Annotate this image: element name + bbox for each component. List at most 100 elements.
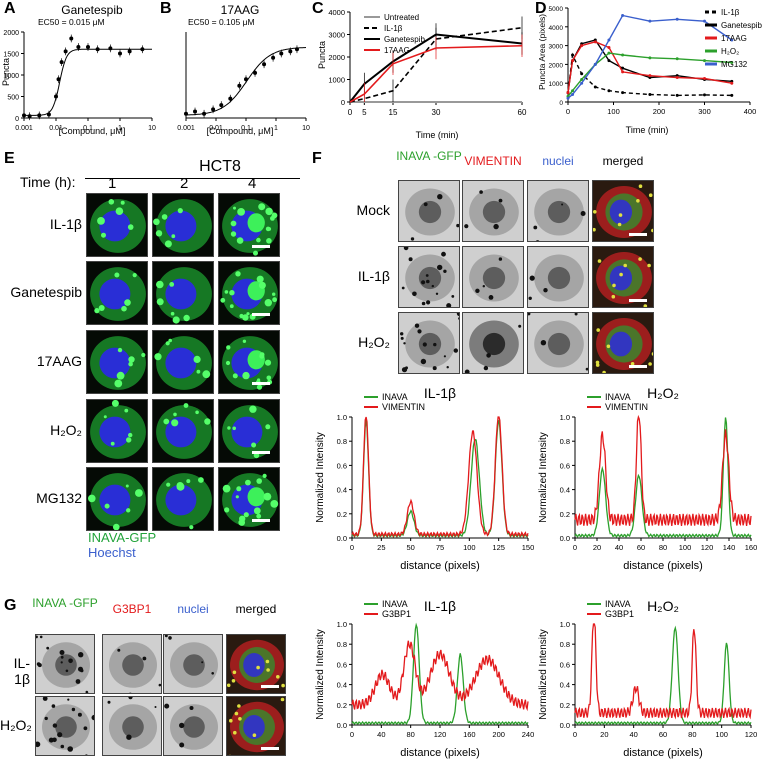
data-point — [593, 85, 597, 89]
y-tick-label: 4000 — [328, 8, 345, 17]
data-point — [675, 57, 679, 61]
x-tick-label: 200 — [653, 107, 666, 116]
panel-letter-f: F — [312, 150, 322, 167]
data-point — [621, 53, 625, 57]
chart-b-ec50: EC50 = 0.105 μM — [188, 17, 255, 27]
chart-a: Ganetespib EC50 = 0.015 μM Puncta [Compo… — [1, 3, 156, 136]
x-tick-label: 5 — [362, 108, 367, 117]
f-row-label: Mock — [356, 202, 390, 218]
e-row-label: Ganetespib — [10, 284, 82, 300]
data-point — [580, 72, 584, 76]
profile-f-h2o2: H₂O₂ Normalized Intensity distance (pixels… — [538, 385, 758, 572]
e-micrograph — [86, 330, 148, 394]
y-tick-label: 3000 — [328, 31, 345, 40]
series-line-4 — [567, 14, 733, 99]
inava-trace — [351, 622, 529, 726]
data-point — [607, 38, 611, 42]
y-tick-label: 0.4 — [337, 486, 347, 495]
y-tick-label: 2000 — [3, 30, 19, 37]
e-micrograph — [218, 261, 280, 325]
x-tick-label: 80 — [659, 543, 667, 552]
y-tick-label: 0.6 — [337, 660, 347, 669]
x-tick-label: 20 — [600, 730, 608, 739]
x-tick-label: 0 — [573, 730, 577, 739]
x-tick-label: 80 — [688, 730, 696, 739]
e-header-line — [85, 178, 300, 179]
partner-trace — [574, 414, 752, 527]
chart-a-xlabel: [Compound, μM] — [59, 126, 126, 136]
y-tick-label: 0.2 — [337, 701, 347, 710]
data-point — [571, 89, 575, 93]
data-point — [580, 81, 584, 85]
x-tick-label: 100 — [463, 543, 476, 552]
chart-d-ylabel: Puncta Area (pixels) — [537, 14, 547, 90]
x-tick-label: 25 — [377, 543, 385, 552]
f-col-header: nuclei — [542, 154, 574, 168]
data-point — [621, 14, 625, 18]
panel-letter-a: A — [4, 0, 16, 17]
legend-label: INAVA — [605, 392, 631, 402]
e-micrograph — [218, 330, 280, 394]
inava-trace — [351, 419, 529, 539]
e-micrograph — [86, 261, 148, 325]
data-point — [703, 19, 706, 23]
y-tick-label: 0.6 — [560, 660, 570, 669]
y-tick-label: 1000 — [328, 76, 345, 85]
x-tick-label: 120 — [434, 730, 447, 739]
g-micrograph — [35, 634, 95, 694]
y-tick-label: 0 — [341, 98, 345, 107]
x-tick-label: 120 — [745, 730, 758, 739]
f-micrograph — [398, 312, 460, 374]
e-time-1: 1 — [108, 175, 117, 192]
chart-b-plot: 0.001 0.01 0.1 1 10 — [177, 32, 310, 132]
g-micrograph — [35, 696, 95, 756]
chart-d-xlabel: Time (min) — [626, 125, 669, 135]
x-tick-label: 240 — [522, 730, 535, 739]
g-col-header: G3BP1 — [112, 602, 152, 616]
y-tick-label: 0.4 — [560, 486, 570, 495]
series-line-2 — [567, 41, 732, 93]
data-point — [566, 91, 570, 95]
y-tick-label: 0 — [15, 116, 19, 123]
data-point — [703, 93, 706, 97]
x-tick-label: 160 — [745, 543, 758, 552]
data-point — [571, 59, 575, 63]
e-micrograph — [152, 261, 214, 325]
g-col-header: nuclei — [177, 602, 209, 616]
y-tick-label: 500 — [7, 95, 19, 102]
legend-label: 17AAG — [721, 34, 747, 43]
x-tick-label: 150 — [522, 543, 535, 552]
legend-label: 17AAG — [384, 46, 410, 55]
x-tick-label: 20 — [593, 543, 601, 552]
profile-ylabel: Normalized Intensity — [315, 629, 326, 720]
f-micrograph — [527, 312, 589, 374]
profile-xlabel: distance (pixels) — [400, 747, 479, 759]
partner-trace — [351, 640, 529, 712]
profile-xlabel: distance (pixels) — [623, 747, 702, 759]
e-time-2: 2 — [180, 175, 189, 192]
data-point — [607, 89, 611, 93]
x-tick-label: 0 — [573, 543, 577, 552]
x-tick-label: 15 — [389, 108, 398, 117]
e-micrograph — [152, 467, 214, 531]
chart-a-ec50: EC50 = 0.015 μM — [38, 17, 105, 27]
panel-letter-b: B — [160, 0, 172, 17]
data-point — [730, 38, 734, 42]
scale-bar — [252, 313, 270, 316]
data-point — [675, 76, 679, 80]
data-point — [648, 19, 652, 23]
e-legend-hoechst: Hoechst — [88, 545, 136, 560]
e-time-4: 4 — [248, 175, 257, 192]
f-micrograph — [398, 180, 460, 242]
partner-trace — [351, 416, 529, 538]
legend-label: Ganetespib — [384, 35, 425, 44]
y-tick-label: 0.2 — [560, 701, 570, 710]
x-tick-label: 0.001 — [177, 125, 195, 132]
data-point — [580, 77, 584, 81]
y-tick-label: 0.4 — [560, 681, 570, 690]
data-point — [607, 45, 611, 49]
x-tick-label: 30 — [432, 108, 441, 117]
x-tick-label: 0.001 — [15, 125, 33, 132]
legend-label: INAVA — [382, 392, 408, 402]
